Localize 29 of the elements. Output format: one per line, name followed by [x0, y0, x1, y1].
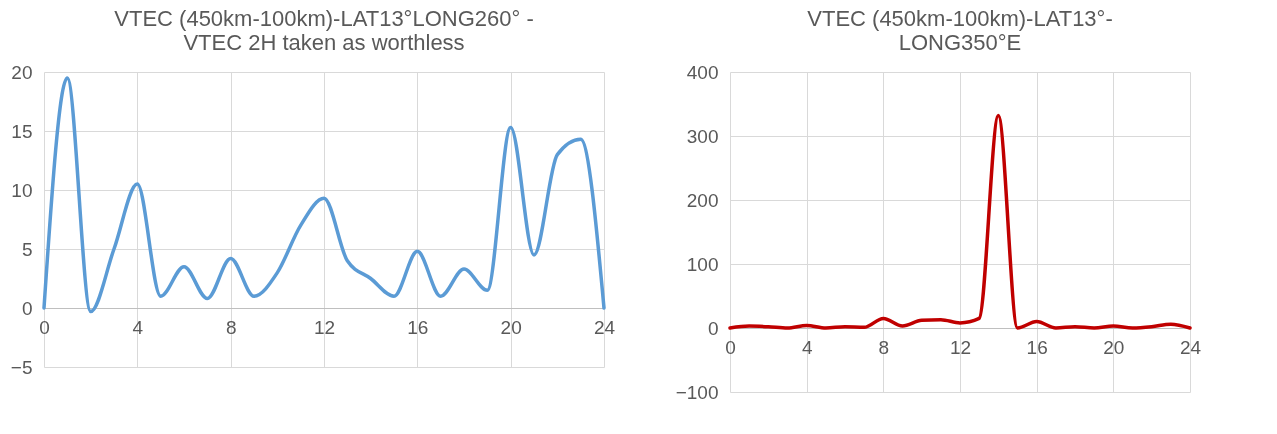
- line-series: [42, 76, 606, 314]
- x-tick-label: 24: [1179, 336, 1202, 358]
- x-tick-label: 8: [878, 336, 890, 358]
- x-tick-label: 16: [1026, 336, 1048, 358]
- y-tick-label: 100: [686, 253, 719, 275]
- x-tick-label: 20: [1103, 336, 1125, 358]
- x-tick-label: 16: [407, 316, 429, 338]
- y-tick-label: 10: [11, 179, 33, 201]
- y-tick-label: 300: [686, 125, 719, 147]
- y-tick-label: −5: [10, 356, 33, 378]
- x-tick-label: 4: [132, 316, 144, 338]
- chart-title: VTEC (450km-100km)-LAT13°- LONG350°E: [807, 6, 1113, 55]
- x-tick-label: 0: [725, 336, 736, 358]
- x-tick-label: 4: [801, 336, 813, 358]
- y-tick-label: 400: [686, 61, 719, 83]
- x-tick-label: 24: [593, 316, 616, 338]
- x-tick-label: 12: [949, 336, 972, 358]
- y-tick-label: 20: [11, 61, 33, 83]
- y-tick-label: 5: [21, 238, 33, 260]
- y-tick-label: 15: [11, 120, 33, 142]
- x-tick-label: 0: [39, 316, 50, 338]
- line-series: [728, 113, 1192, 330]
- y-tick-label: 0: [21, 297, 33, 319]
- x-tick-label: 12: [313, 316, 336, 338]
- y-tick-label: 200: [686, 189, 719, 211]
- x-tick-label: 8: [225, 316, 237, 338]
- x-tick-label: 20: [500, 316, 522, 338]
- chart-title: VTEC (450km-100km)-LAT13°LONG260° - VTEC 2H taken as worthless: [114, 6, 534, 55]
- y-tick-label: −100: [675, 381, 719, 403]
